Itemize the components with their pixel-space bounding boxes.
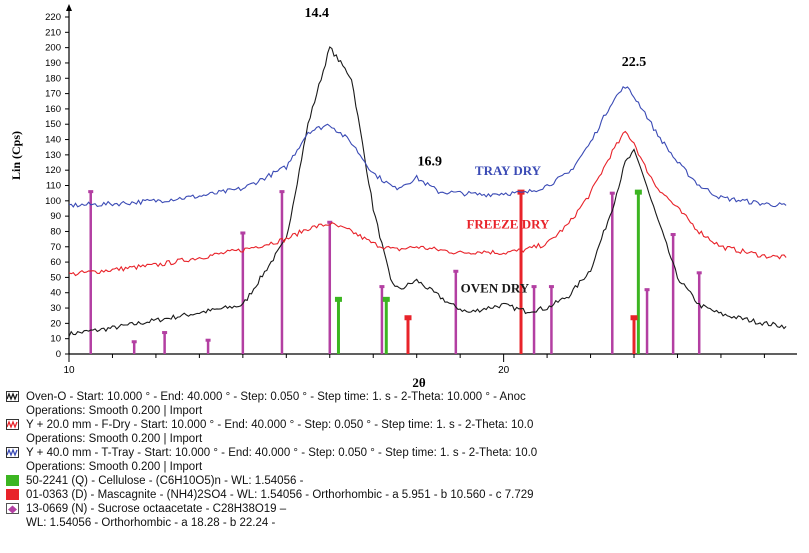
legend-subtext: WL: 1.54056 - Orthorhombic - a 18.28 - b… <box>26 517 276 529</box>
y-tick-label: 90 <box>50 211 61 222</box>
peak-label: 14.4 <box>304 6 329 21</box>
y-tick-label: 10 <box>50 334 61 345</box>
sucrose-ref-bar-cap <box>609 191 615 195</box>
reference-square-icon <box>6 475 19 486</box>
sucrose-ref-bar-cap <box>670 233 676 237</box>
sucrose-ref-bar-cap <box>327 220 333 224</box>
y-axis-label: Lin (Cps) <box>9 131 23 180</box>
legend-entry: 01-0363 (D) - Mascagnite - (NH4)2SO4 - W… <box>6 488 806 502</box>
sucrose-ref-bar-cap <box>548 285 554 289</box>
sucrose-ref-bar-cap <box>131 340 137 344</box>
legend-entry: Oven-O - Start: 10.000 ° - End: 40.000 °… <box>6 390 806 404</box>
legend-entry: 13-0669 (N) - Sucrose octaacetate - C28H… <box>6 502 806 516</box>
x-tick-label: 20 <box>498 365 510 376</box>
sucrose-ref-bar-cap <box>240 231 246 235</box>
y-tick-label: 70 <box>50 242 61 253</box>
y-tick-label: 60 <box>50 257 61 268</box>
y-tick-label: 120 <box>45 165 61 176</box>
legend-text: 01-0363 (D) - Mascagnite - (NH4)2SO4 - W… <box>26 489 534 501</box>
legend-subtext: Operations: Smooth 0.200 | Import <box>26 433 203 445</box>
y-tick-label: 200 <box>45 43 61 54</box>
sucrose-ref-bar-cap <box>205 338 211 342</box>
legend-entry: Y + 40.0 mm - T-Tray - Start: 10.000 ° -… <box>6 446 806 460</box>
sucrose-ref-bar-cap <box>453 269 459 273</box>
y-axis-arrow-icon <box>66 4 72 11</box>
xrd-chart: 0102030405060708090100110120130140150160… <box>9 4 797 390</box>
tray-series-line <box>68 85 787 208</box>
y-tick-label: 20 <box>50 318 61 329</box>
pattern-wave-icon <box>6 419 19 430</box>
legend-text: 13-0669 (N) - Sucrose octaacetate - C28H… <box>26 503 287 515</box>
sucrose-ref-bar-cap <box>88 190 94 194</box>
y-tick-label: 160 <box>45 104 61 115</box>
y-tick-label: 190 <box>45 58 61 69</box>
legend-subtext: Operations: Smooth 0.200 | Import <box>26 405 203 417</box>
sucrose-ref-bar-cap <box>279 190 285 194</box>
sucrose-ref-bar-cap <box>162 331 168 335</box>
y-tick-label: 180 <box>45 73 61 84</box>
cellulose-ref-bar-cap <box>382 296 390 302</box>
legend-text: 50-2241 (Q) - Cellulose - (C6H10O5)n - W… <box>26 475 304 487</box>
y-tick-label: 50 <box>50 272 61 283</box>
mascagnite-ref-bar-cap <box>630 315 638 321</box>
legend-subtext: Operations: Smooth 0.200 | Import <box>26 461 203 473</box>
sucrose-ref-bar-cap <box>644 288 650 292</box>
freeze-series-label: FREEZE DRY <box>466 216 550 231</box>
oven-series-label: OVEN DRY <box>461 281 530 296</box>
legend-text: Oven-O - Start: 10.000 ° - End: 40.000 °… <box>26 391 526 403</box>
y-tick-label: 110 <box>46 181 61 192</box>
y-tick-label: 40 <box>50 288 61 299</box>
y-tick-label: 220 <box>45 12 61 23</box>
legend: Oven-O - Start: 10.000 ° - End: 40.000 °… <box>6 390 806 530</box>
reference-diamond-icon <box>6 503 19 514</box>
y-tick-label: 130 <box>45 150 61 161</box>
cellulose-ref-bar-cap <box>634 189 642 195</box>
sucrose-ref-bar-cap <box>379 285 385 289</box>
pattern-wave-icon <box>6 391 19 402</box>
cellulose-ref-bar-cap <box>334 296 342 302</box>
oven-series-line <box>68 46 787 337</box>
legend-text: Y + 20.0 mm - F-Dry - Start: 10.000 ° - … <box>26 419 534 431</box>
peak-label: 22.5 <box>622 55 647 70</box>
legend-text: Y + 40.0 mm - T-Tray - Start: 10.000 ° -… <box>26 447 538 459</box>
y-tick-label: 150 <box>45 119 61 130</box>
legend-entry: 50-2241 (Q) - Cellulose - (C6H10O5)n - W… <box>6 474 806 488</box>
legend-entry: Y + 20.0 mm - F-Dry - Start: 10.000 ° - … <box>6 418 806 432</box>
y-tick-label: 30 <box>50 303 61 314</box>
peak-label: 16.9 <box>417 155 442 170</box>
sucrose-ref-bar-cap <box>531 285 537 289</box>
y-tick-label: 0 <box>56 349 61 360</box>
y-tick-label: 140 <box>45 135 61 146</box>
pattern-wave-icon <box>6 447 19 458</box>
y-tick-label: 80 <box>50 226 61 237</box>
tray-series-label: TRAY DRY <box>475 163 542 178</box>
y-tick-label: 100 <box>45 196 61 207</box>
x-tick-label: 10 <box>63 365 75 376</box>
y-tick-label: 170 <box>45 89 61 100</box>
x-axis-label: 2θ <box>412 375 426 390</box>
sucrose-ref-bar-cap <box>696 271 702 275</box>
reference-square-icon <box>6 489 19 500</box>
y-tick-label: 210 <box>45 27 61 38</box>
freeze-series-line <box>68 130 787 277</box>
mascagnite-ref-bar-cap <box>404 315 412 321</box>
